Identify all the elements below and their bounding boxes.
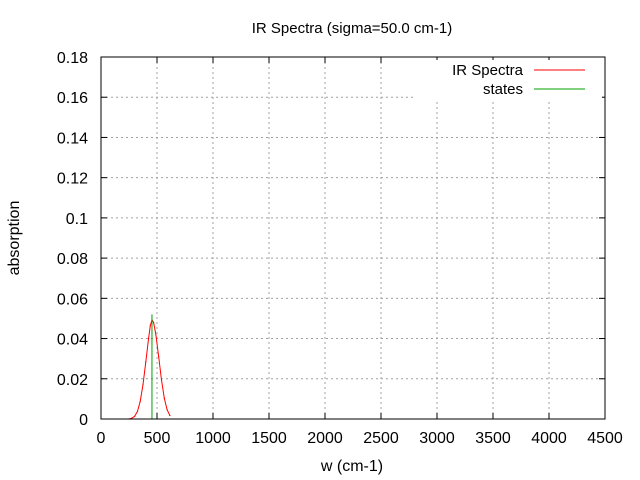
legend-label-states: states xyxy=(483,81,523,98)
y-axis-label: absorption xyxy=(6,201,23,276)
x-axis-label: w (cm-1) xyxy=(320,458,383,475)
axis-ticks: 0 500 1000 1500 2000 2500 3000 3500 4000 4500 0 0.0… xyxy=(57,50,623,447)
x-tick-label: 4000 xyxy=(531,430,567,447)
ir-spectra-point xyxy=(163,397,165,399)
y-tick-label: 0.08 xyxy=(57,251,88,268)
x-tick-label: 2500 xyxy=(363,430,399,447)
legend-label-ir-spectra: IR Spectra xyxy=(452,62,524,79)
y-tick-label: 0.02 xyxy=(57,372,88,389)
y-tick-label: 0.06 xyxy=(57,291,88,308)
x-tick-label: 4500 xyxy=(587,430,623,447)
y-tick-label: 0.18 xyxy=(57,50,88,67)
legend-background xyxy=(414,60,602,102)
y-tick-label: 0.04 xyxy=(57,332,88,349)
data-series xyxy=(128,314,171,420)
y-tick-label: 0.14 xyxy=(57,130,88,147)
ir-spectra-point xyxy=(160,379,163,381)
ir-spectra-point xyxy=(149,325,151,327)
legend: IR Spectra states xyxy=(414,60,602,102)
x-tick-label: 2000 xyxy=(307,430,343,447)
ir-spectra-point xyxy=(136,410,138,413)
grid xyxy=(101,57,605,419)
y-tick-label: 0.1 xyxy=(66,211,88,228)
plot-frame xyxy=(100,56,606,420)
ir-spectra-point xyxy=(134,415,136,417)
ir-spectra-point xyxy=(158,356,160,358)
x-tick-label: 500 xyxy=(144,430,171,447)
ir-spectra-point xyxy=(145,361,147,363)
y-tick-label: 0.16 xyxy=(57,90,88,107)
x-tick-label: 1500 xyxy=(251,430,287,447)
x-tick-label: 3000 xyxy=(419,430,455,447)
y-tick-label: 0.12 xyxy=(57,171,88,188)
ir-spectra-point xyxy=(139,400,141,403)
ir-spectra-point xyxy=(131,417,133,419)
x-tick-label: 1000 xyxy=(195,430,231,447)
y-tick-label: 0 xyxy=(79,412,88,429)
x-tick-label: 3500 xyxy=(475,430,511,447)
ir-spectra-point xyxy=(169,414,171,417)
ir-spectra-point xyxy=(166,409,168,411)
ir-spectra-point xyxy=(155,334,157,336)
chart-title: IR Spectra (sigma=50.0 cm-1) xyxy=(252,20,453,37)
ir-spectra-point xyxy=(153,321,155,324)
ir-spectra-point xyxy=(148,337,150,339)
x-tick-label: 0 xyxy=(97,430,106,447)
ir-spectra-point xyxy=(142,384,144,386)
